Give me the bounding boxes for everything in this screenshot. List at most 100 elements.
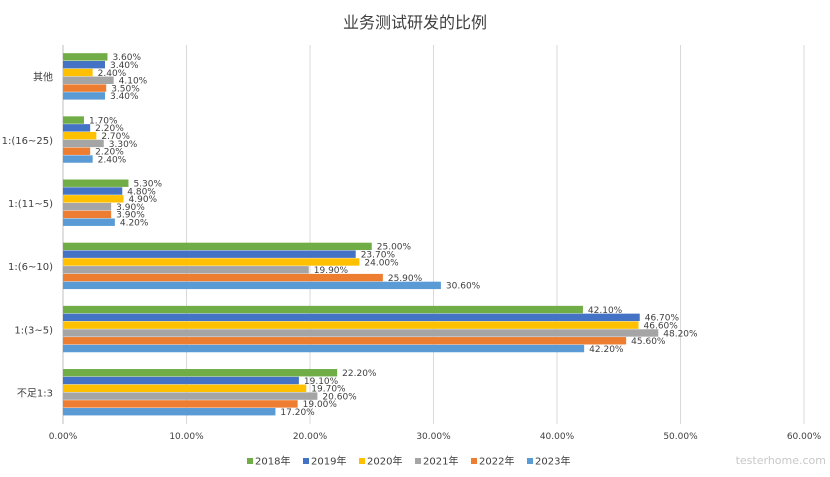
bar-value-label: 3.60% <box>112 53 141 63</box>
bar-value-label: 42.20% <box>589 345 624 355</box>
watermark-text: testerhome.com <box>736 454 826 467</box>
gridlines <box>62 45 805 424</box>
bar-2021年-其他 <box>63 76 114 84</box>
bar-value-label: 19.70% <box>311 385 346 395</box>
legend-label: 2022年 <box>479 455 514 468</box>
bar-2021年-1:(6~10) <box>63 266 309 274</box>
bar-value-label: 3.90% <box>116 203 145 213</box>
bar-2018年-其他 <box>63 53 108 61</box>
bar-value-label: 30.60% <box>446 282 481 292</box>
bar-2019年-1:(6~10) <box>63 250 356 258</box>
bar-value-label: 1.70% <box>89 116 118 126</box>
legend-swatch <box>303 458 309 464</box>
bar-2022年-其他 <box>63 84 107 92</box>
bar-2023年-不足1:3 <box>63 408 276 416</box>
legend-swatch <box>527 458 533 464</box>
bar-2018年-1:(11~5) <box>63 179 129 187</box>
bar-2019年-不足1:3 <box>63 376 299 385</box>
bar-value-label: 19.10% <box>304 377 339 387</box>
bar-value-label: 19.90% <box>314 266 349 276</box>
legend-label: 2019年 <box>311 455 346 468</box>
legend-label: 2018年 <box>255 455 290 468</box>
bar-value-label: 19.00% <box>303 400 338 410</box>
x-tick-label: 40.00% <box>540 432 575 442</box>
bar-2018年-1:(3~5) <box>63 305 583 314</box>
bar-2022年-1:(6~10) <box>63 273 383 282</box>
bar-2019年-1:(11~5) <box>63 187 123 195</box>
bar-value-label: 3.30% <box>109 140 138 150</box>
category-label: 其他 <box>33 71 53 84</box>
bar-2022年-1:(16~25) <box>63 147 91 155</box>
bar-value-label: 2.20% <box>95 124 124 134</box>
bar-2022年-1:(3~5) <box>63 337 627 345</box>
bar-2020年-其他 <box>63 68 93 77</box>
bar-2020年-1:(6~10) <box>63 258 360 266</box>
legend-label: 2021年 <box>423 455 458 468</box>
bar-value-label: 2.20% <box>95 148 124 158</box>
data-labels: 3.60%3.40%2.40%4.10%3.50%3.40%1.70%2.20%… <box>89 53 698 418</box>
bar-value-label: 22.20% <box>342 369 377 379</box>
category-label: 1:(11~5) <box>8 199 53 210</box>
bar-2023年-1:(11~5) <box>63 218 115 226</box>
bar-value-label: 4.90% <box>129 195 158 205</box>
bar-2021年-不足1:3 <box>63 392 318 400</box>
bar-2018年-1:(6~10) <box>63 242 372 251</box>
bar-value-label: 4.80% <box>127 187 156 197</box>
legend-swatch <box>471 458 477 464</box>
bar-2022年-1:(11~5) <box>63 210 112 219</box>
bar-value-label: 3.40% <box>110 61 139 71</box>
bar-value-label: 46.70% <box>645 314 680 324</box>
category-label: 不足1:3 <box>17 387 53 399</box>
bar-2019年-其他 <box>63 60 105 69</box>
bar-2021年-1:(16~25) <box>63 139 104 148</box>
x-tick-label: 20.00% <box>293 432 328 442</box>
x-tick-label: 10.00% <box>169 432 204 442</box>
bar-2020年-1:(11~5) <box>63 195 124 203</box>
bar-2022年-不足1:3 <box>63 400 298 408</box>
x-tick-label: 50.00% <box>663 432 698 442</box>
bar-2023年-1:(3~5) <box>63 344 585 353</box>
x-tick-label: 0.00% <box>49 432 78 442</box>
bar-value-label: 45.60% <box>631 337 666 347</box>
category-axis-labels: 其他 1:(16~25) 1:(11~5) 1:(6~10) 1:(3~5) 不足1:3 <box>2 71 53 400</box>
bar-2021年-1:(11~5) <box>63 202 112 211</box>
legend-swatch <box>359 458 365 464</box>
value-axis-labels: 0.00% 10.00% 20.00% 30.00% 40.00% 50.00% 60.00… <box>49 432 822 442</box>
bars <box>63 53 659 416</box>
bar-2021年-1:(3~5) <box>63 329 659 337</box>
legend-swatch <box>415 458 421 464</box>
bar-2018年-不足1:3 <box>63 369 338 377</box>
category-label: 1:(16~25) <box>2 136 53 147</box>
x-tick-label: 30.00% <box>416 432 451 442</box>
chart-title: 业务测试研发的比例 <box>343 13 487 32</box>
bar-2020年-1:(16~25) <box>63 131 97 140</box>
bar-2023年-1:(6~10) <box>63 281 441 290</box>
bar-2019年-1:(3~5) <box>63 313 640 322</box>
bar-value-label: 4.20% <box>120 219 149 229</box>
bar-value-label: 3.90% <box>116 211 145 221</box>
bar-value-label: 20.60% <box>322 392 357 402</box>
category-label: 1:(3~5) <box>14 325 53 336</box>
bar-2019年-1:(16~25) <box>63 124 91 132</box>
bar-value-label: 2.40% <box>98 155 127 165</box>
bar-value-label: 2.70% <box>101 132 130 142</box>
bar-value-label: 5.30% <box>133 180 162 190</box>
bar-value-label: 42.10% <box>588 306 623 316</box>
bar-value-label: 25.00% <box>377 243 412 253</box>
bar-2023年-其他 <box>63 92 105 100</box>
bar-value-label: 23.70% <box>361 250 396 260</box>
legend-label: 2020年 <box>367 455 402 468</box>
bar-value-label: 2.40% <box>98 69 127 79</box>
bar-value-label: 46.60% <box>644 321 679 331</box>
legend: 2018年 2019年 2020年 2021年 2022年 2023年 <box>247 455 570 468</box>
bar-2020年-不足1:3 <box>63 384 307 393</box>
legend-swatch <box>247 458 253 464</box>
bar-value-label: 3.50% <box>111 84 140 94</box>
x-tick-label: 60.00% <box>787 432 822 442</box>
bar-2020年-1:(3~5) <box>63 321 639 329</box>
bar-2023年-1:(16~25) <box>63 155 93 163</box>
bar-value-label: 48.20% <box>663 329 698 339</box>
bar-value-label: 24.00% <box>364 258 399 268</box>
category-label: 1:(6~10) <box>8 262 53 273</box>
